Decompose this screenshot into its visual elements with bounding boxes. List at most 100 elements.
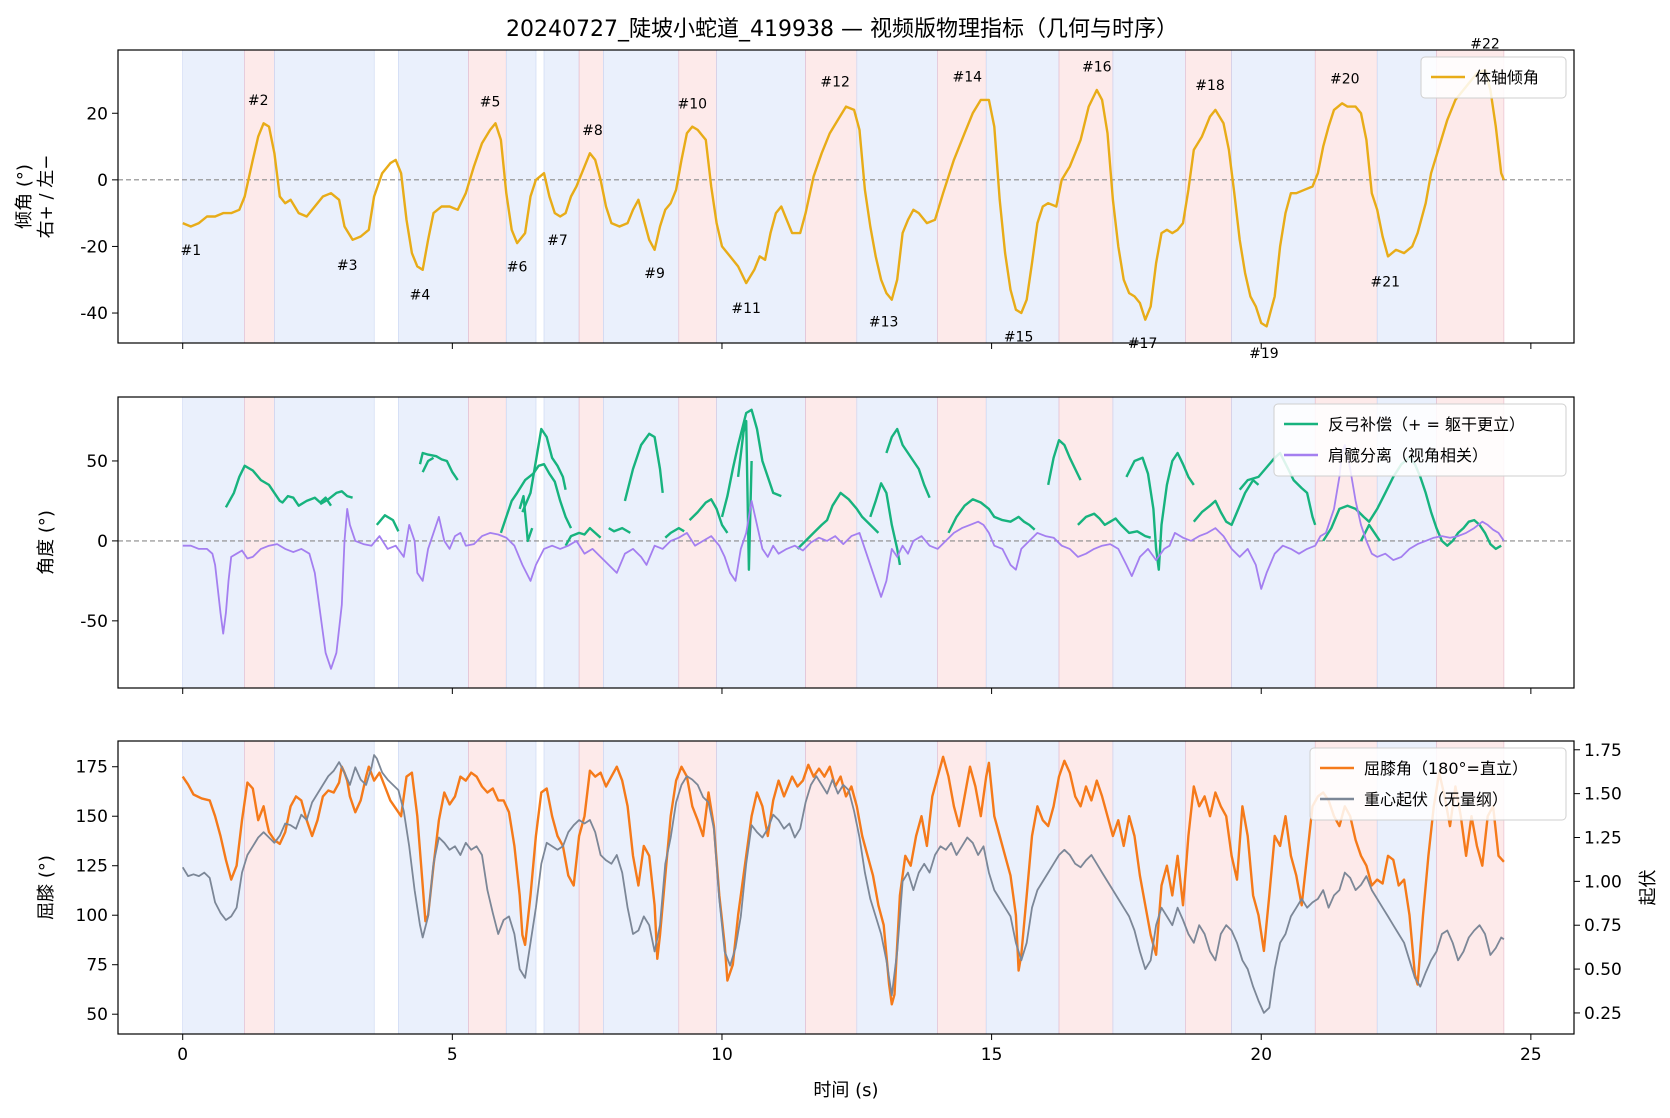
turn-label: #22 [1470, 36, 1500, 52]
x-tick-label: 0 [177, 1045, 188, 1065]
phase-band [1231, 49, 1316, 344]
x-axis-label: 时间 (s) [813, 1080, 878, 1101]
phase-band [543, 740, 580, 1035]
series-line-counter [1047, 439, 1082, 486]
phase-band [1112, 396, 1187, 689]
phase-band [678, 49, 717, 344]
legend-box [1273, 403, 1567, 477]
turn-label: #14 [953, 70, 983, 86]
series-line-lean [182, 68, 1506, 328]
y-tick-label: -50 [80, 612, 108, 632]
turn-label: #19 [1249, 346, 1279, 362]
phase-band [1058, 49, 1114, 344]
phase-band [398, 396, 469, 689]
y-tick-label: -20 [80, 237, 108, 257]
phase-band [985, 396, 1060, 689]
phase-band [1112, 740, 1187, 1035]
turn-label: #6 [507, 259, 528, 275]
y-tick-label-right: 1.75 [1584, 741, 1622, 761]
phase-band [578, 49, 604, 344]
phase-band [244, 396, 275, 689]
legend-label: 重心起伏（无量纲） [1364, 790, 1508, 809]
series-line-counter [623, 432, 664, 502]
turn-label: #13 [869, 314, 899, 330]
y-tick-label: 75 [86, 956, 108, 976]
legend-box [1309, 747, 1567, 821]
series-line-counter [518, 494, 534, 543]
series-line-counter [885, 427, 931, 499]
turn-label: #9 [644, 266, 665, 282]
series-line-counter [796, 491, 880, 550]
series-line-counter [720, 408, 782, 518]
series-line-knee [181, 755, 1505, 1006]
turn-label: #1 [180, 243, 201, 259]
series-line-counter [947, 498, 1036, 534]
phase-band [1314, 49, 1378, 344]
y-tick-label-right: 1.25 [1584, 828, 1622, 848]
series-line-counter [499, 463, 573, 534]
series-line-counter [418, 451, 459, 481]
y-tick-label: 0 [97, 171, 108, 191]
y-tick-label-right: 1.00 [1584, 872, 1622, 892]
turn-label: #7 [547, 233, 568, 249]
series-line-counter [688, 498, 729, 534]
x-tick-label: 10 [711, 1045, 733, 1065]
turn-label: #16 [1082, 60, 1112, 76]
turn-label: #21 [1371, 274, 1401, 290]
legend-label: 反弓补偿（+ = 躯干更立） [1328, 415, 1525, 434]
series-line-counter [1359, 523, 1381, 542]
axis-ticks: 200-20-40500-5017515012510075501.751.501… [76, 104, 1622, 1065]
y-axis-label: 屈膝 (°) [36, 855, 57, 920]
x-tick-label: 20 [1250, 1045, 1272, 1065]
series-lines [181, 68, 1506, 1014]
y-tick-label: 175 [76, 758, 108, 778]
series-line-counter [608, 526, 631, 534]
phase-band [244, 740, 275, 1035]
turn-label: #18 [1195, 78, 1225, 94]
legend-box [1420, 56, 1567, 99]
y-tick-label-right: 0.75 [1584, 916, 1622, 936]
legend-label: 肩髋分离（视角相关） [1328, 446, 1488, 465]
phase-band [578, 396, 604, 689]
phase-bands [182, 49, 1505, 1035]
y-tick-label: 50 [86, 1005, 108, 1025]
phase-band [244, 49, 275, 344]
y-tick-label-right: 1.50 [1584, 785, 1622, 805]
y-tick-label: 50 [86, 452, 108, 472]
axes-frame [117, 49, 1575, 344]
y-tick-label: -40 [80, 304, 108, 324]
series-line-counter [224, 464, 332, 508]
series-line-counter [375, 514, 400, 532]
series-line-counter [319, 490, 353, 506]
turn-label: #20 [1330, 71, 1360, 87]
turn-label: #17 [1128, 336, 1158, 352]
phase-band [985, 740, 1060, 1035]
phase-band [937, 49, 987, 344]
series-line-counter [1077, 512, 1152, 539]
phase-band [856, 396, 938, 689]
turn-label: #10 [678, 96, 708, 112]
y-tick-label-right: 0.25 [1584, 1004, 1622, 1024]
phase-band [856, 740, 938, 1035]
y-tick-label-right: 0.50 [1584, 960, 1622, 980]
series-line-com [181, 754, 1505, 1014]
y-tick-label: 100 [76, 906, 108, 926]
phase-band [937, 740, 987, 1035]
series-line-shoulder_hip [182, 444, 1505, 670]
phase-band [678, 396, 717, 689]
phase-band [1231, 740, 1316, 1035]
y-axis-label: 角度 (°) [36, 510, 57, 575]
series-line-counter [421, 456, 435, 473]
turn-label: #2 [248, 93, 269, 109]
phase-band [578, 740, 604, 1035]
phase-band [274, 740, 375, 1035]
legend-label: 体轴倾角 [1475, 68, 1539, 87]
phase-band [985, 49, 1060, 344]
phase-band [182, 49, 245, 344]
turn-label: #11 [731, 301, 761, 317]
y-tick-label: 150 [76, 807, 108, 827]
y-axis-label-right: 起伏 [1638, 870, 1659, 906]
